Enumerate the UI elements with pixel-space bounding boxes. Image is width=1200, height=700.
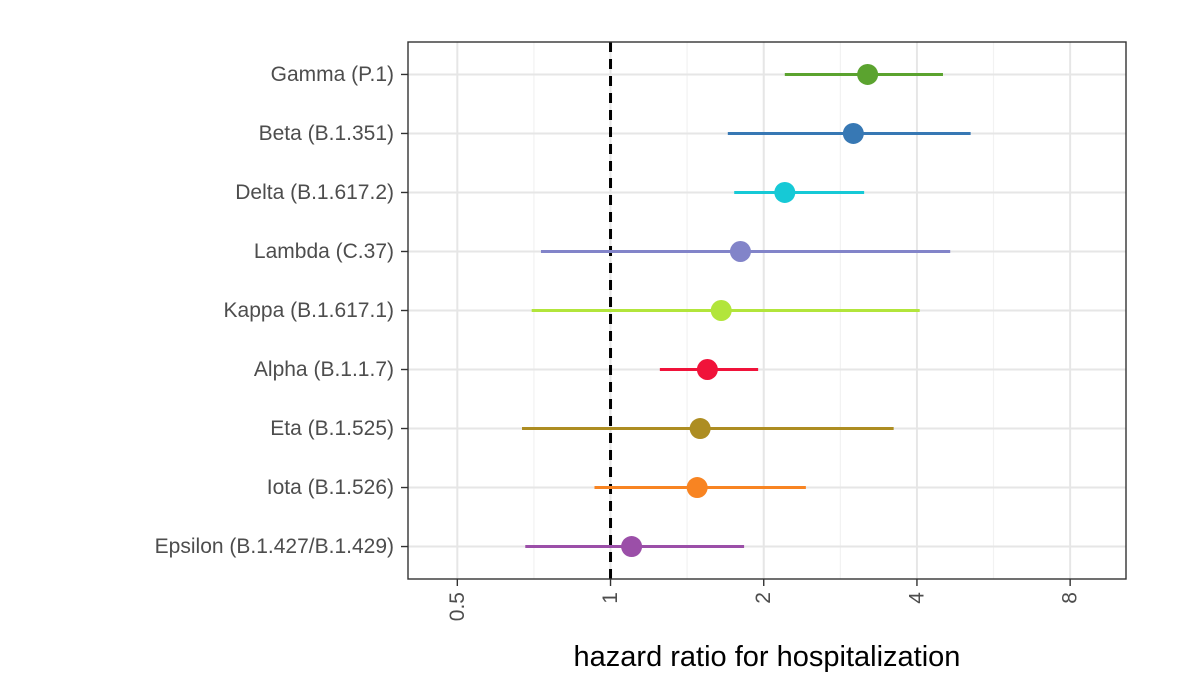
row-label: Kappa (B.1.617.1) bbox=[224, 299, 394, 322]
x-tick-label: 4 bbox=[905, 592, 928, 604]
x-tick-label: 0.5 bbox=[446, 592, 469, 621]
row-label: Iota (B.1.526) bbox=[267, 476, 394, 499]
point-estimate bbox=[696, 359, 718, 381]
row-label: Gamma (P.1) bbox=[271, 63, 394, 86]
row-label: Lambda (C.37) bbox=[254, 240, 394, 263]
x-axis-title: hazard ratio for hospitalization bbox=[574, 641, 961, 673]
point-estimate bbox=[842, 122, 864, 144]
x-tick-label: 8 bbox=[1059, 592, 1082, 604]
x-tick-label: 2 bbox=[752, 592, 775, 604]
row-label: Eta (B.1.525) bbox=[270, 417, 394, 440]
axes: 0.5 1 2 4 8 Gamma (P.1) Beta (B.1.351) Delta (B… bbox=[155, 63, 1082, 621]
point-estimate bbox=[857, 63, 879, 85]
row-label: Delta (B.1.617.2) bbox=[235, 181, 394, 204]
x-tick-label: 1 bbox=[599, 592, 622, 604]
point-estimate bbox=[710, 300, 732, 321]
point-estimate bbox=[621, 536, 643, 558]
point-estimate bbox=[774, 181, 796, 203]
point-estimate bbox=[729, 240, 751, 262]
row-label: Beta (B.1.351) bbox=[259, 122, 394, 145]
row-label: Epsilon (B.1.427/B.1.429) bbox=[155, 535, 394, 558]
point-estimate bbox=[689, 418, 711, 440]
data-marks bbox=[522, 63, 971, 558]
row-label: Alpha (B.1.1.7) bbox=[254, 358, 394, 381]
point-estimate bbox=[686, 477, 708, 499]
